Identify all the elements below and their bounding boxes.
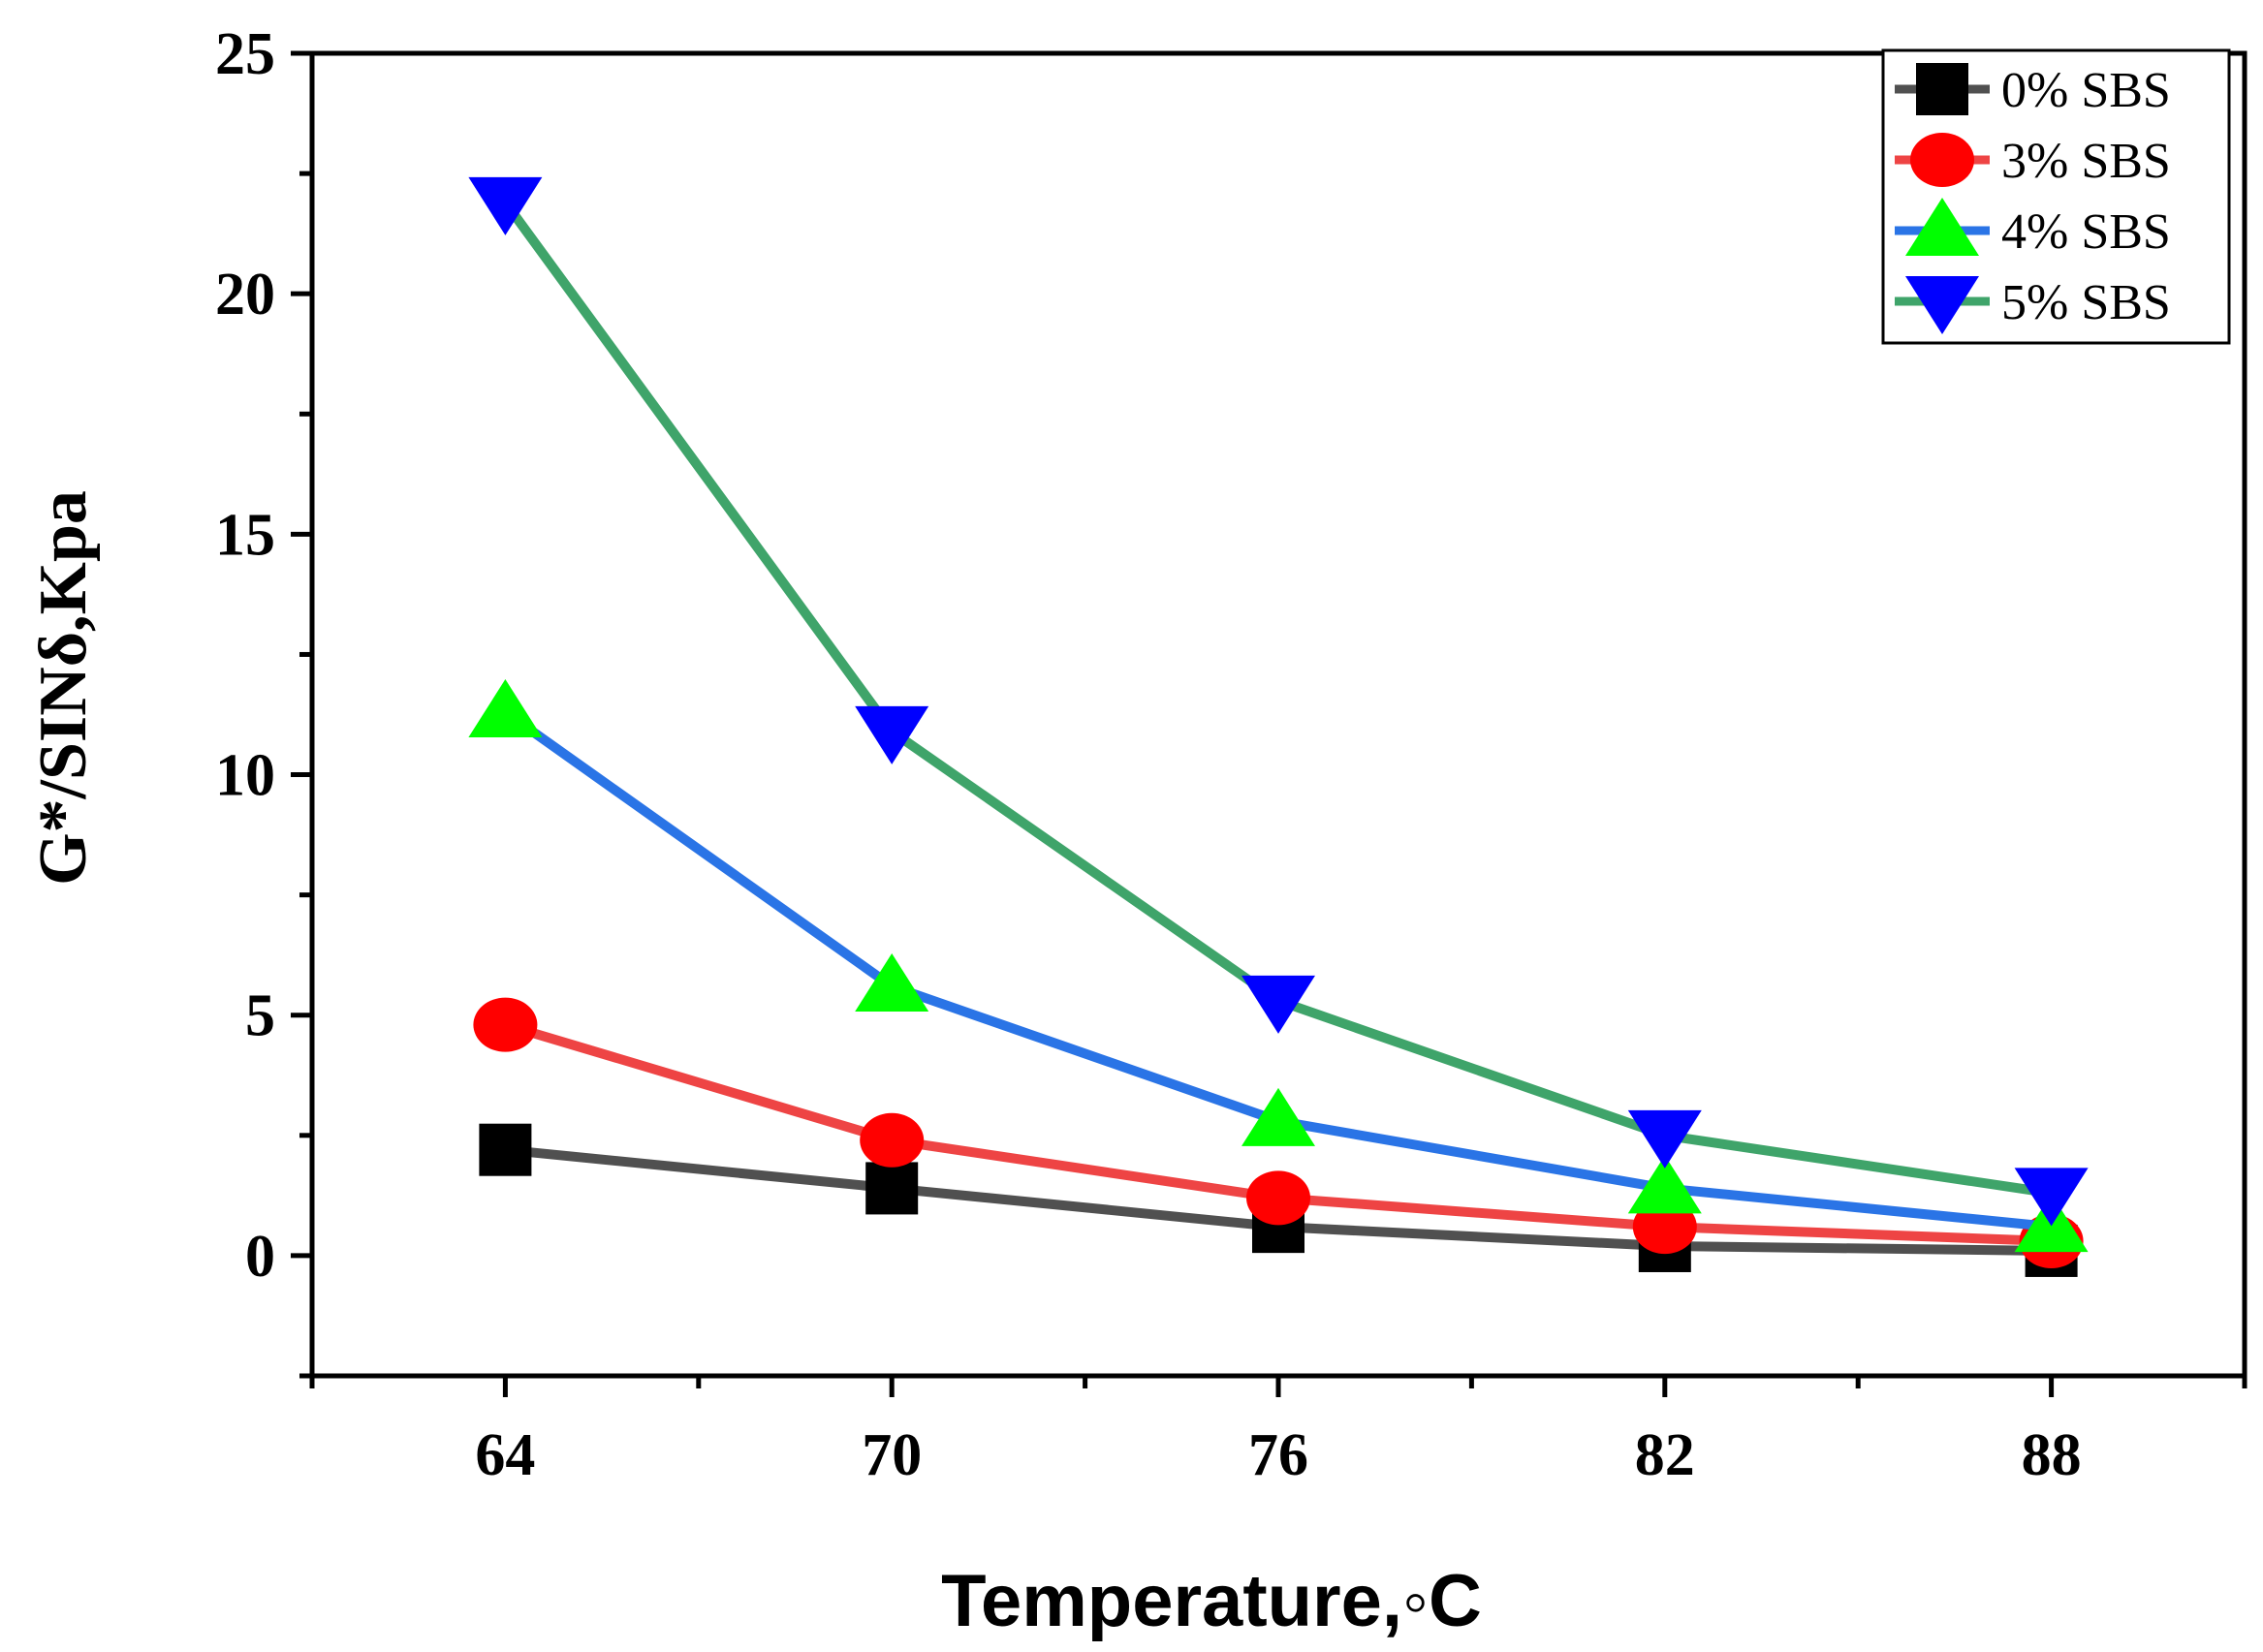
y-tick-label: 0 [245,1224,275,1290]
legend-marker [1910,133,1974,187]
series-line [501,199,2053,1199]
y-axis: 0 5 10 15 20 25 [215,21,312,1379]
data-point [1246,1170,1310,1226]
x-tick-label: 82 [1635,1422,1695,1488]
data-point [473,997,538,1052]
x-tick-label: 64 [475,1422,535,1488]
data-point [1242,1087,1315,1146]
data-point [860,1112,925,1168]
legend-marker [1905,198,1979,256]
x-axis: 64 70 76 82 88 [309,1376,2247,1488]
series-layer [468,176,2089,1277]
data-point [1242,975,1315,1034]
series-4-sbs [468,679,2089,1253]
legend-item: 5% SBS [1895,275,2171,334]
x-axis-title: Temperature,◦C [941,1560,1482,1642]
legend-marker [1916,63,1968,115]
legend-marker [1905,276,1979,334]
data-point [2014,1168,2089,1227]
legend-item: 3% SBS [1895,133,2171,189]
legend: 0% SBS 3% SBS 4% SBS 5% SBS [1881,48,2231,345]
x-tick-label: 70 [862,1422,922,1488]
x-tick-label: 88 [2022,1422,2082,1488]
data-point [468,176,543,235]
data-point [468,679,543,738]
y-tick-label: 15 [215,502,275,568]
x-tick-label: 76 [1248,1422,1308,1488]
data-point [1627,1155,1702,1214]
data-point [1627,1109,1702,1169]
legend-label: 4% SBS [2001,204,2171,260]
data-point [855,705,929,764]
legend-label: 5% SBS [2001,275,2171,330]
y-tick-label: 10 [215,743,275,809]
data-point [479,1123,532,1176]
series-5-sbs [468,176,2089,1227]
y-tick-label: 5 [245,983,275,1049]
series-line [502,707,2053,1232]
y-tick-label: 25 [215,21,275,87]
data-point [855,952,929,1012]
legend-item: 4% SBS [1895,198,2171,260]
legend-label: 3% SBS [2001,134,2171,189]
data-point [865,1162,919,1215]
y-axis-title: G*/SINδ,Kpa [26,490,101,886]
legend-item: 0% SBS [1895,63,2171,118]
y-tick-label: 20 [215,262,275,327]
legend-label: 0% SBS [2001,63,2171,118]
